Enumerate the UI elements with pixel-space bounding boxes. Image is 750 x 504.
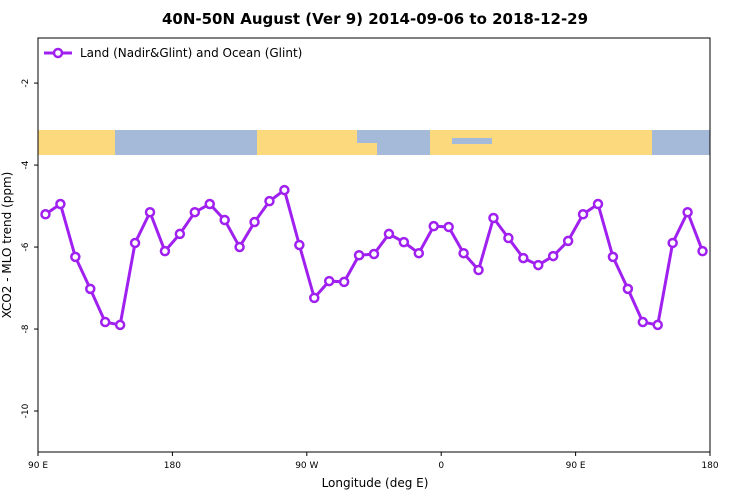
y-tick-label: -2 bbox=[21, 79, 31, 88]
point bbox=[577, 209, 589, 220]
point bbox=[607, 251, 619, 263]
point bbox=[637, 316, 649, 328]
point bbox=[40, 209, 51, 220]
point bbox=[622, 283, 634, 295]
point bbox=[518, 252, 529, 264]
point bbox=[547, 250, 559, 262]
map-strip bbox=[38, 130, 710, 155]
point bbox=[174, 228, 186, 240]
point bbox=[368, 248, 380, 260]
point bbox=[189, 206, 201, 218]
point bbox=[533, 259, 544, 271]
y-tick-label: -4 bbox=[21, 160, 31, 169]
point bbox=[85, 283, 96, 295]
point bbox=[413, 247, 425, 259]
plot-frame bbox=[37, 37, 711, 453]
legend-label: Land (Nadir&Glint) and Ocean (Glint) bbox=[80, 46, 302, 60]
point bbox=[458, 247, 469, 259]
y-tick-label: -10 bbox=[21, 403, 31, 418]
point bbox=[309, 292, 320, 304]
x-axis-label: Longitude (deg E) bbox=[322, 476, 429, 490]
x-tick-label: 180 bbox=[701, 461, 718, 471]
point bbox=[428, 220, 439, 232]
y-tick-label: -8 bbox=[21, 324, 31, 333]
point bbox=[667, 237, 678, 249]
x-tick-label: 0 bbox=[438, 461, 444, 471]
x-tick-label: 90 E bbox=[28, 461, 48, 471]
point bbox=[562, 235, 574, 247]
point bbox=[697, 245, 708, 257]
point bbox=[503, 232, 514, 244]
point bbox=[159, 245, 171, 257]
x-tick-label: 90 W bbox=[295, 461, 318, 471]
chart-title: 40N-50N August (Ver 9) 2014-09-06 to 201… bbox=[162, 10, 588, 28]
point bbox=[144, 206, 156, 218]
point bbox=[353, 249, 365, 261]
legend-marker bbox=[52, 47, 64, 59]
point bbox=[129, 237, 141, 249]
point bbox=[682, 206, 693, 218]
x-tick-label: 180 bbox=[164, 461, 181, 471]
point bbox=[443, 221, 454, 233]
point bbox=[99, 316, 111, 328]
point bbox=[264, 195, 275, 207]
point bbox=[234, 241, 245, 253]
point bbox=[592, 198, 604, 210]
y-axis-label: XCO2 - MLO trend (ppm) bbox=[0, 172, 14, 319]
point bbox=[323, 275, 335, 287]
point bbox=[114, 319, 126, 331]
point bbox=[70, 251, 81, 263]
point bbox=[488, 212, 499, 224]
x-tick-label: 90 E bbox=[566, 461, 586, 471]
point bbox=[338, 276, 350, 288]
point bbox=[398, 236, 410, 248]
point bbox=[204, 198, 215, 210]
point bbox=[219, 214, 230, 226]
point bbox=[249, 216, 260, 228]
point bbox=[383, 228, 395, 240]
point bbox=[652, 319, 663, 331]
point bbox=[55, 198, 66, 210]
y-tick-label: -6 bbox=[21, 242, 31, 251]
point bbox=[473, 264, 484, 276]
point bbox=[294, 239, 305, 251]
point bbox=[279, 184, 290, 196]
